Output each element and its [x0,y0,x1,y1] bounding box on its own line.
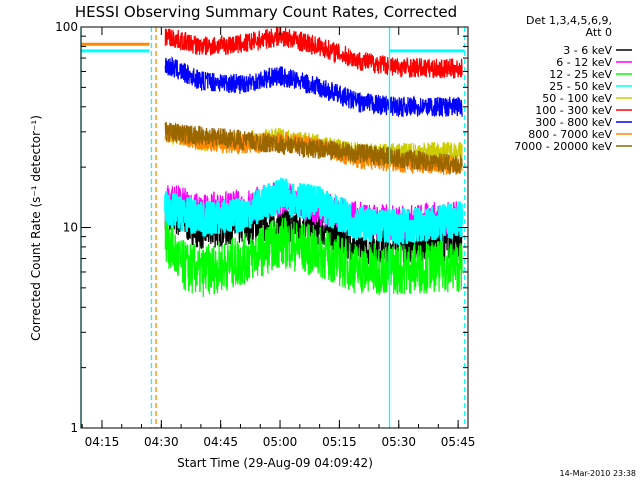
series-2 [164,215,463,298]
series-3 [164,177,464,246]
y-tick-label-1: 10 [63,221,78,235]
series-line-5 [164,26,463,80]
series-line-6 [164,55,463,118]
x-tick-label-1: 04:30 [144,435,179,449]
legend-label-2: 12 - 25 keV [549,68,612,81]
series-line-2 [164,215,463,298]
x-tick-label-3: 05:00 [263,435,298,449]
y-axis: 1 10 100 [55,20,468,435]
x-tick-label-2: 04:45 [203,435,238,449]
footer-stamp: 14-Mar-2010 23:38 [560,469,637,478]
chart-title: HESSI Observing Summary Count Rates, Cor… [75,3,457,21]
series-8 [164,121,463,176]
x-axis: 04:15 04:30 04:45 05:00 05:15 05:30 05:45 [81,27,476,449]
plot-area [80,26,466,428]
series-6 [164,55,463,118]
legend-label-1: 6 - 12 keV [556,56,612,69]
y-tick-label-2: 100 [55,20,78,34]
x-axis-label: Start Time (29-Aug-09 04:09:42) [177,456,373,470]
legend-label-8: 7000 - 20000 keV [514,140,612,153]
x-tick-label-6: 05:45 [441,435,476,449]
x-tick-label-5: 05:30 [381,435,416,449]
legend-label-4: 50 - 100 keV [542,92,612,105]
series-5 [164,26,463,80]
y-tick-label-0: 1 [70,421,78,435]
legend-label-0: 3 - 6 keV [563,44,612,57]
legend-label-5: 100 - 300 keV [535,104,612,117]
legend-label-6: 300 - 800 keV [535,116,612,129]
x-tick-label-4: 05:15 [322,435,357,449]
legend-header-1: Att 0 [586,26,612,39]
legend-label-7: 800 - 7000 keV [528,128,612,141]
series-line-3 [164,177,464,246]
series-line-8 [164,121,463,176]
legend-label-3: 25 - 50 keV [549,80,612,93]
legend-header-0: Det 1,3,4,5,6,9, [526,14,612,27]
y-axis-label: Corrected Count Rate (s⁻¹ detector⁻¹) [29,115,43,341]
x-tick-label-0: 04:15 [85,435,120,449]
